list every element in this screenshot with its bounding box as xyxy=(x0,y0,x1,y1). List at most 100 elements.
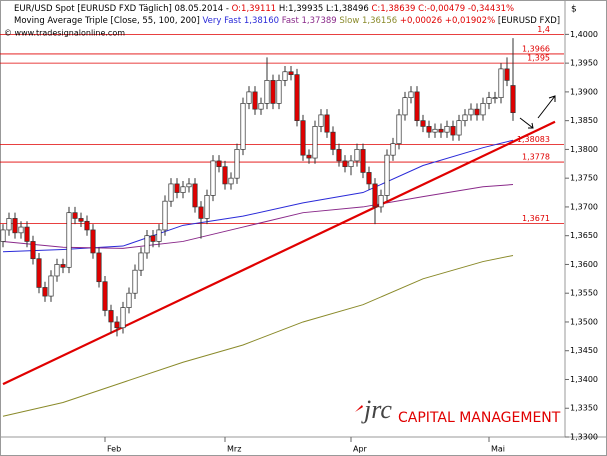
candle-body xyxy=(0,229,6,242)
logo: jrc CAPITAL MANAGEMENT xyxy=(355,395,561,426)
candle-body xyxy=(420,120,426,127)
candle-body xyxy=(408,91,414,98)
candle-body xyxy=(180,186,186,193)
y-tick-label: 1,3950 xyxy=(570,59,598,68)
candle-body xyxy=(216,160,222,168)
candle-body xyxy=(126,292,132,308)
header-part: H:1,39935 L:1,38496 xyxy=(279,4,369,14)
y-tick-label: 1,3800 xyxy=(570,145,598,154)
candle-body xyxy=(102,281,108,311)
candle-body xyxy=(462,114,468,122)
candle-body xyxy=(144,235,150,254)
level-label: 1,3671 xyxy=(522,214,550,223)
candle-body xyxy=(306,154,312,159)
y-tick-label: 1,3500 xyxy=(570,317,598,326)
candle-body xyxy=(348,160,354,168)
arrow xyxy=(519,117,534,129)
candle-body xyxy=(426,126,432,133)
level-label: 1,395 xyxy=(527,54,550,63)
candle-body xyxy=(258,103,264,110)
currency: $ xyxy=(571,5,577,15)
header-part: [EURUSD FXD] xyxy=(498,16,560,26)
candle-body xyxy=(312,126,318,159)
y-tick-label: 1,3750 xyxy=(570,174,598,183)
y-tick-label: 1,3850 xyxy=(570,116,598,125)
candle-body xyxy=(378,195,384,208)
x-tick-label: Mrz xyxy=(227,445,241,454)
candle-body xyxy=(504,68,510,81)
level-label: 1,4 xyxy=(537,25,550,34)
candle-body xyxy=(390,143,396,156)
candle-body xyxy=(288,71,294,75)
candle-body xyxy=(456,120,462,136)
header-part: +0,00026 +0,01902% xyxy=(400,16,495,26)
candle-body xyxy=(42,287,48,297)
candle-body xyxy=(30,241,36,260)
candle-body xyxy=(156,229,162,242)
candle-body xyxy=(48,275,54,297)
y-tick-label: 1,3400 xyxy=(570,375,598,384)
logo-text: jrc xyxy=(361,395,392,424)
header-part: C:1,38639 C:-0,00479 -0,34431% xyxy=(371,4,514,14)
copyright: © www.tradesignalonline.com xyxy=(4,29,125,38)
candle-body xyxy=(18,226,24,234)
x-tick-label: Apr xyxy=(353,445,368,454)
header-part: Moving Average Triple [Close, 55, 100, 2… xyxy=(14,16,200,26)
candle-body xyxy=(246,91,252,104)
candle-body xyxy=(480,103,486,116)
candle-body xyxy=(120,307,126,329)
arrows xyxy=(519,95,556,129)
header-line: Moving Average Triple [Close, 55, 100, 2… xyxy=(14,16,560,26)
candle-body xyxy=(450,126,456,136)
candle-body xyxy=(498,68,504,98)
level-label: 1,3966 xyxy=(522,44,550,53)
y-tick-label: 1,3300 xyxy=(570,433,598,442)
candle-body xyxy=(282,71,288,81)
candle-body xyxy=(492,97,498,99)
candle-body xyxy=(402,97,408,116)
candle-body xyxy=(162,200,168,231)
candle-body xyxy=(60,264,66,268)
y-tick-label: 1,3350 xyxy=(570,404,598,413)
x-tick-label: Mai xyxy=(491,445,505,454)
logo-subtitle: CAPITAL MANAGEMENT xyxy=(398,410,561,426)
candle-body xyxy=(54,264,60,277)
candle-body xyxy=(336,149,342,162)
y-tick-label: 1,3550 xyxy=(570,289,598,298)
arrow xyxy=(537,95,556,119)
trendline xyxy=(2,120,556,386)
candle-body xyxy=(444,126,450,133)
header-part: EUR/USD Spot [EURUSD FXD Täglich] 08.05.… xyxy=(14,4,229,14)
candle-body xyxy=(294,74,300,122)
candle-body xyxy=(438,128,444,133)
candle-body xyxy=(174,183,180,193)
candle-body xyxy=(318,114,324,127)
candle-body xyxy=(240,103,246,150)
candle-body xyxy=(330,131,336,150)
y-tick-label: 1,4000 xyxy=(570,30,598,39)
candle-body xyxy=(300,120,306,156)
candle-body xyxy=(234,149,240,179)
candle-body xyxy=(510,85,516,114)
candle-body xyxy=(138,252,144,271)
candle-body xyxy=(228,177,234,185)
candle-body xyxy=(252,91,258,110)
candle-body xyxy=(366,172,372,185)
header-part: Fast 1,37389 xyxy=(282,16,337,26)
candle-body xyxy=(114,321,120,329)
candle-body xyxy=(468,108,474,116)
candle-body xyxy=(432,128,438,133)
logo-mark xyxy=(355,405,363,412)
candle-body xyxy=(72,212,78,219)
candle-body xyxy=(66,212,72,268)
candle-body xyxy=(168,183,174,202)
moving-average xyxy=(2,254,514,417)
candle-body xyxy=(78,218,84,222)
candle-body xyxy=(384,154,390,196)
candle-body xyxy=(150,235,156,242)
candle-body xyxy=(6,218,12,231)
candle-body xyxy=(396,114,402,145)
candle-body xyxy=(474,108,480,116)
candle-body xyxy=(372,183,378,208)
